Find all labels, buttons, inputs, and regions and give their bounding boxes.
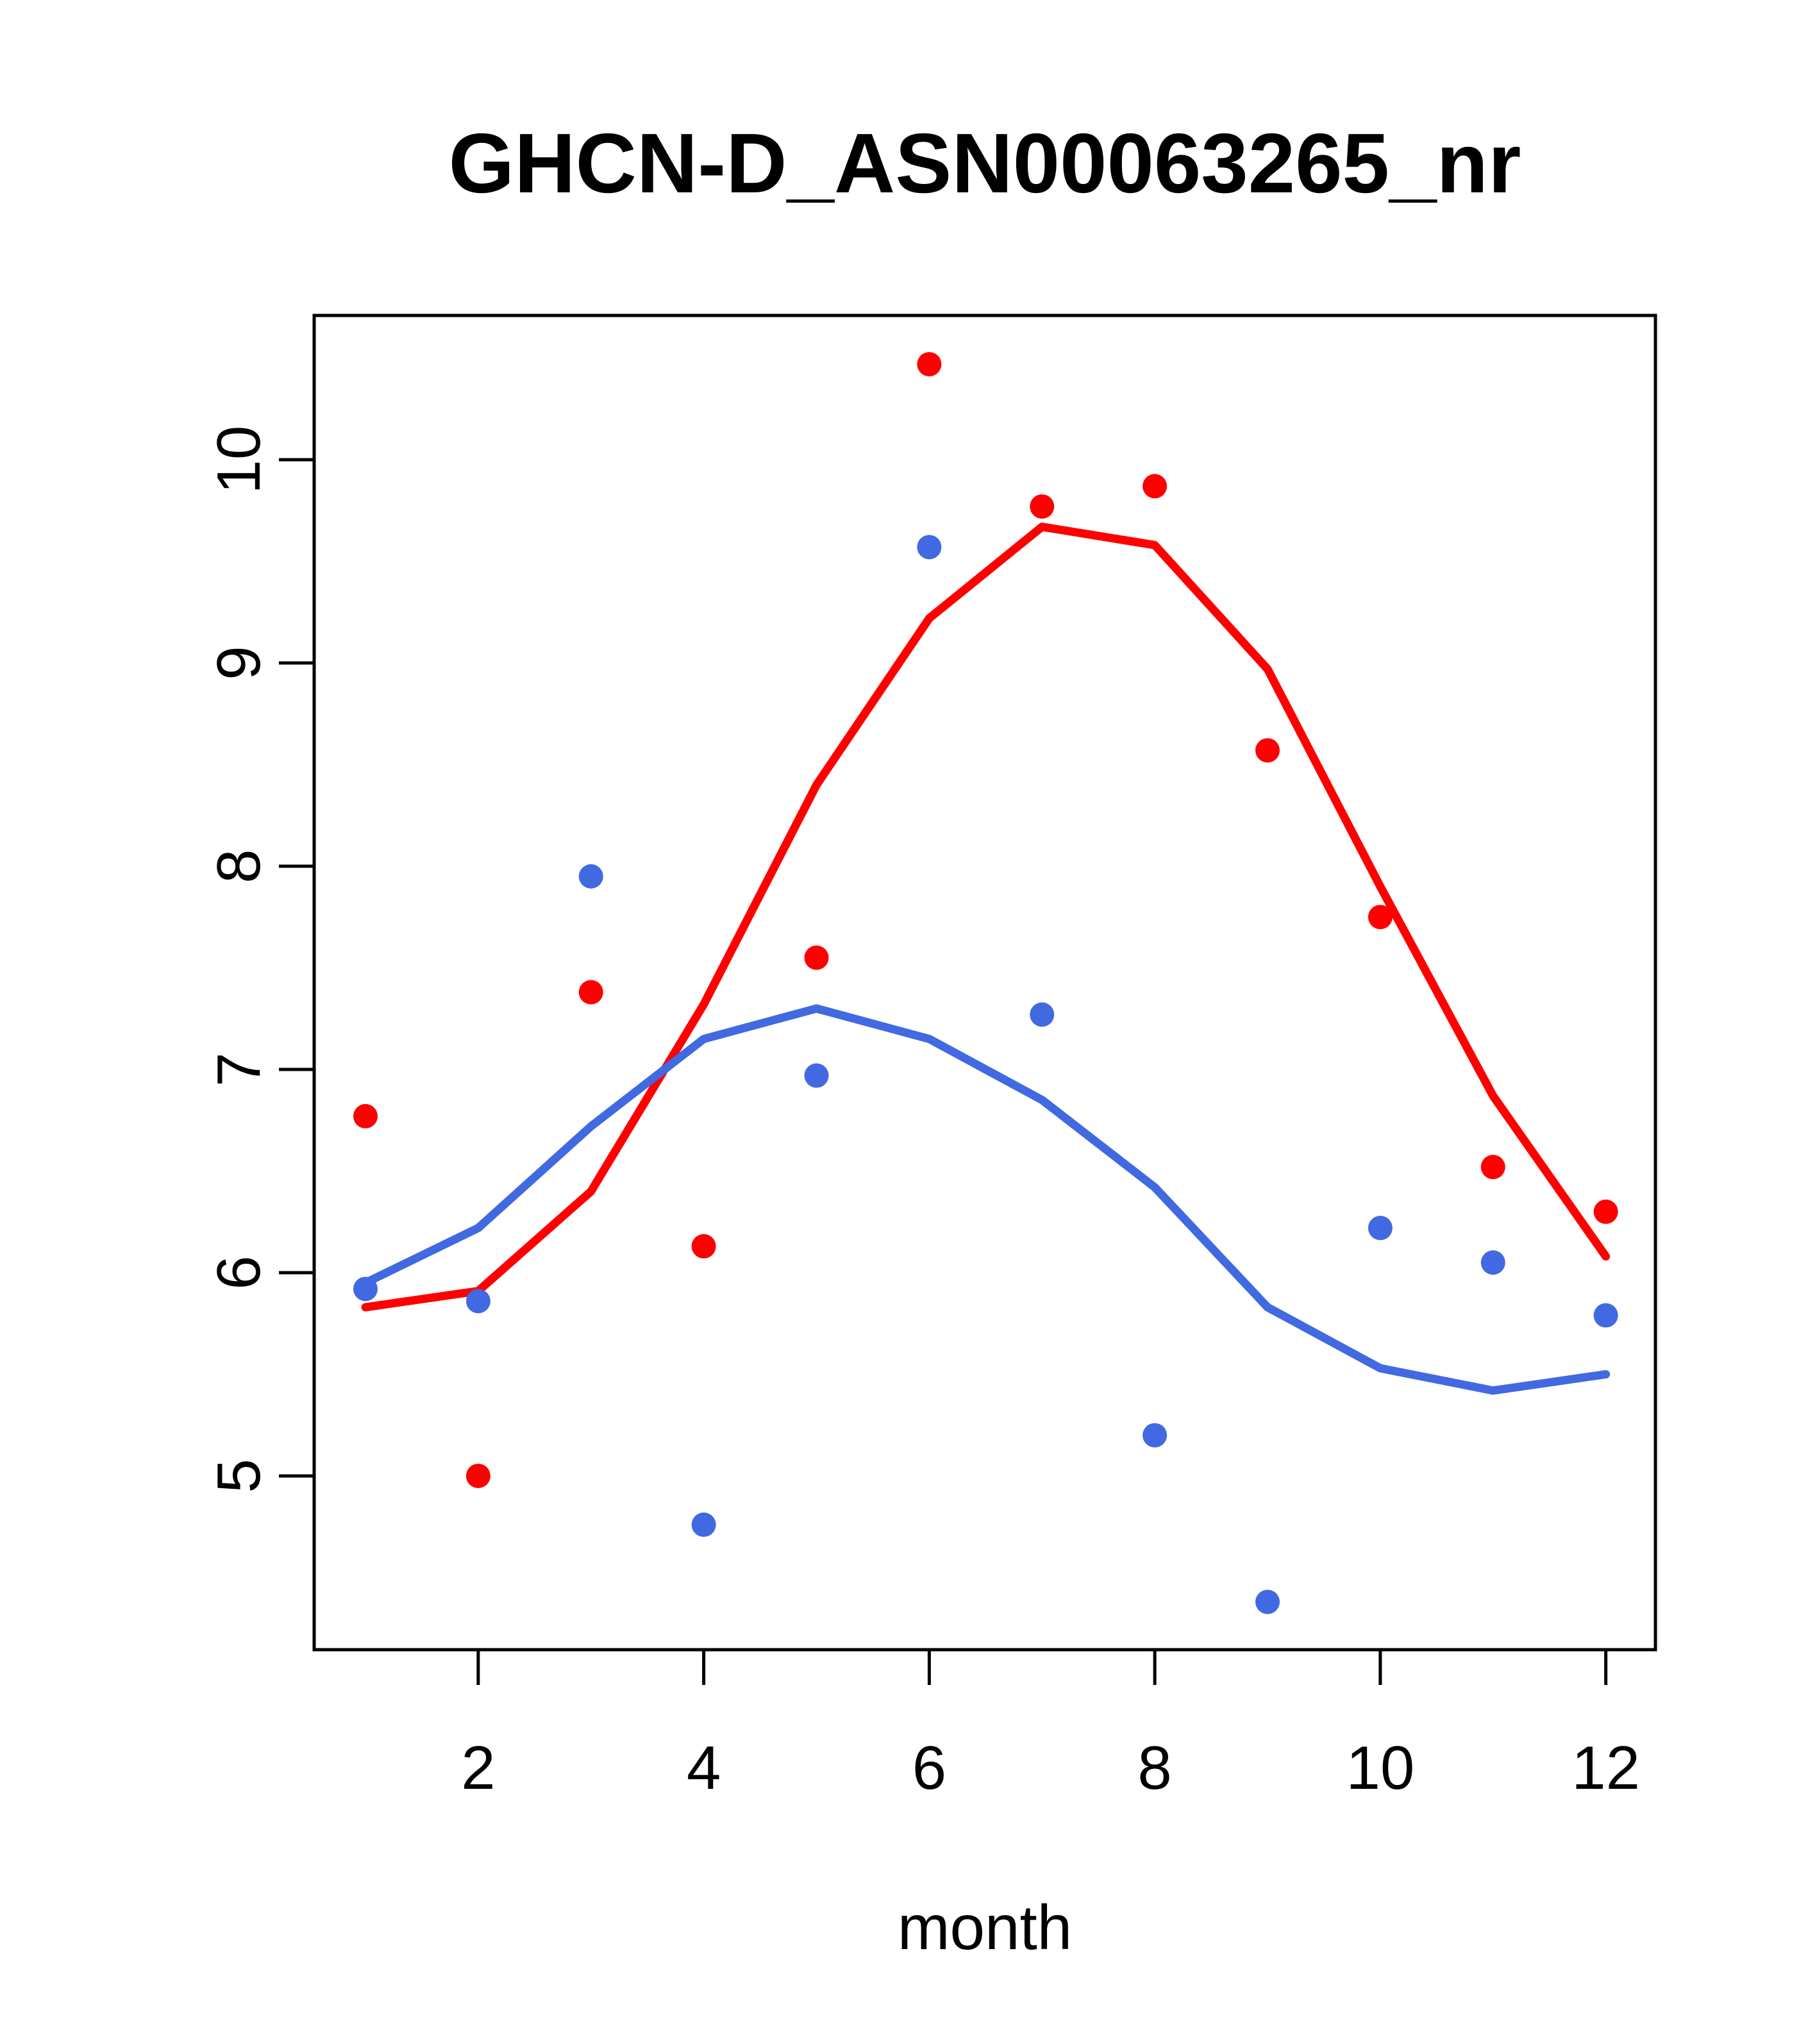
- blue-points-point: [917, 535, 942, 560]
- y-tick-label: 9: [205, 646, 273, 680]
- red-points-point: [578, 980, 603, 1005]
- x-tick-label: 6: [912, 1734, 946, 1802]
- blue-points-point: [578, 864, 603, 889]
- blue-points-point: [1143, 1423, 1168, 1448]
- red-points-point: [353, 1103, 378, 1128]
- y-tick-label: 6: [205, 1255, 273, 1289]
- y-tick-label: 8: [205, 849, 273, 883]
- red-points-point: [1143, 474, 1168, 499]
- x-tick-label: 4: [687, 1734, 721, 1802]
- red-points-point: [1368, 905, 1393, 930]
- plot-area: 2 4 6 8 10 12 5 6 7 8 9 10: [205, 314, 1657, 1802]
- red-points-point: [465, 1463, 490, 1488]
- x-tick-label: 10: [1346, 1734, 1414, 1802]
- blue-smooth-line: [361, 1004, 1611, 1395]
- y-tick-label: 10: [205, 426, 273, 494]
- blue-points-point: [1255, 1589, 1280, 1614]
- blue-points-point: [804, 1063, 829, 1088]
- red-smooth-line: [361, 523, 1611, 1312]
- x-axis-title: month: [898, 1892, 1072, 1963]
- blue-points-point: [1480, 1250, 1505, 1275]
- red-points-point: [804, 945, 829, 970]
- red-points-point: [1480, 1155, 1505, 1180]
- blue-points-point: [1593, 1303, 1618, 1328]
- y-tick-label: 5: [205, 1459, 273, 1493]
- blue-points-point: [465, 1289, 490, 1314]
- red-points-point: [1030, 494, 1055, 519]
- red-points-point: [1593, 1199, 1618, 1224]
- chart-title: GHCN-D_ASN00063265_nr: [449, 116, 1521, 210]
- blue-points-point: [1030, 1002, 1055, 1027]
- blue-points-point: [353, 1277, 378, 1302]
- y-tick-label: 7: [205, 1052, 273, 1086]
- x-tick-label: 8: [1137, 1734, 1171, 1802]
- blue-points-point: [1368, 1216, 1393, 1241]
- x-tick-label: 2: [461, 1734, 495, 1802]
- blue-points-point: [691, 1512, 716, 1537]
- red-points-point: [1255, 738, 1280, 763]
- x-tick-label: 12: [1571, 1734, 1640, 1802]
- plot-frame: [312, 314, 1657, 1652]
- red-points-point: [691, 1234, 716, 1259]
- red-points-point: [917, 352, 942, 377]
